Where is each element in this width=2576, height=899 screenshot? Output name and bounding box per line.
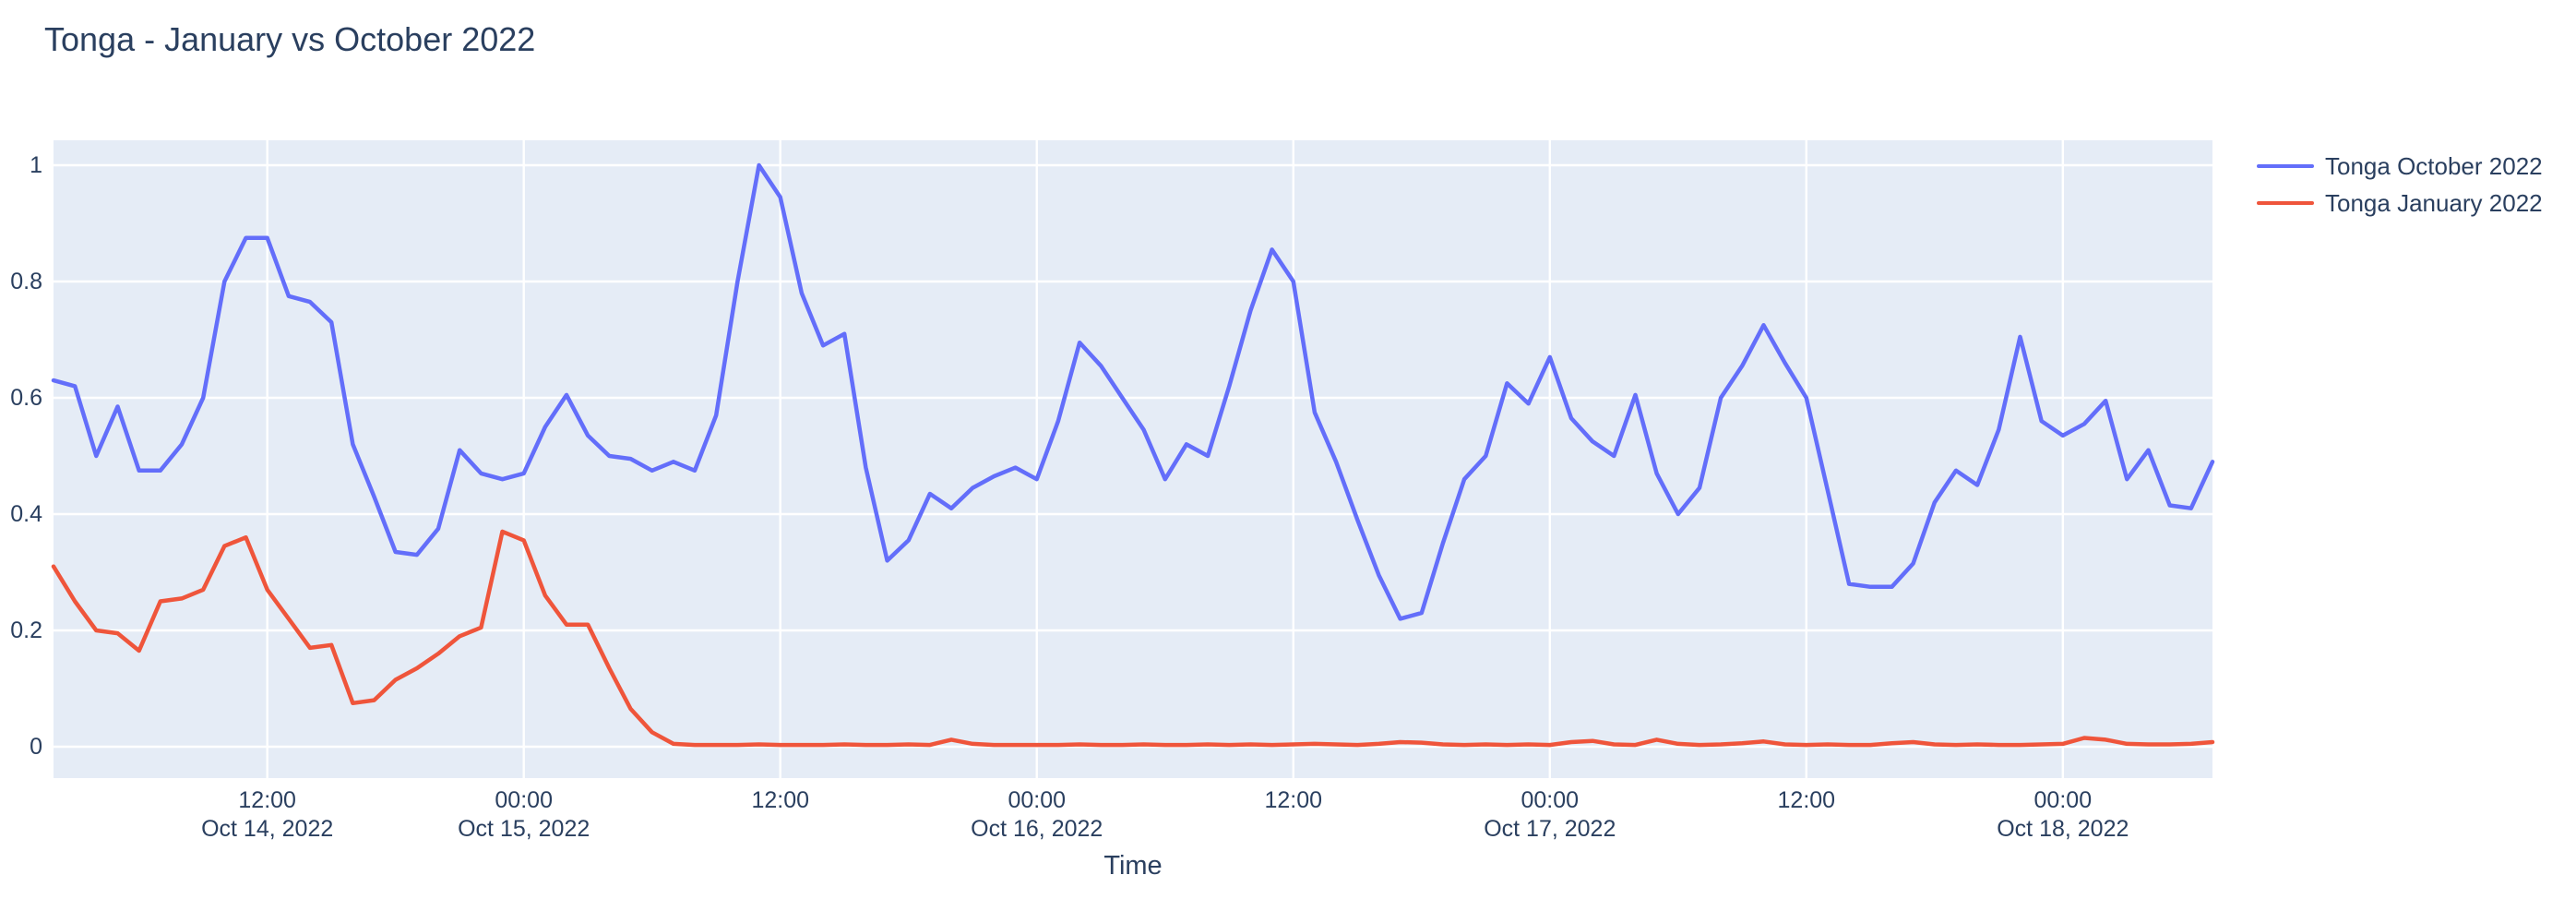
x-tick-label: 00:00 Oct 15, 2022	[432, 786, 616, 844]
x-tick-time: 00:00	[1521, 787, 1580, 813]
x-axis-title: Time	[1103, 851, 1163, 881]
y-tick-label: 1	[30, 152, 42, 178]
x-tick-time: 12:00	[238, 787, 296, 813]
legend-line-swatch	[2257, 163, 2314, 169]
x-tick-time: 00:00	[495, 787, 553, 813]
series-line-tonga-october-2022[interactable]	[51, 162, 2215, 621]
x-tick-date: Oct 14, 2022	[201, 816, 334, 842]
x-tick-date: Oct 15, 2022	[458, 816, 590, 842]
legend-line-swatch	[2257, 200, 2314, 206]
x-tick-time: 00:00	[1008, 787, 1067, 813]
x-tick-label: 00:00 Oct 18, 2022	[1971, 786, 2155, 844]
x-tick-date: Oct 17, 2022	[1484, 816, 1616, 842]
x-tick-label: 00:00 Oct 17, 2022	[1458, 786, 1642, 844]
chart-title: Tonga - January vs October 2022	[44, 20, 536, 58]
legend: Tonga October 2022 Tonga January 2022	[2257, 148, 2543, 222]
x-tick-date: Oct 16, 2022	[971, 816, 1103, 842]
y-tick-label: 0.2	[10, 617, 42, 643]
y-tick-label: 0.6	[10, 385, 42, 411]
series-line-tonga-january-2022[interactable]	[51, 529, 2215, 748]
x-tick-label: 12:00	[688, 786, 873, 815]
plot-background[interactable]	[54, 140, 2212, 778]
y-tick-label: 0.4	[10, 501, 42, 527]
x-tick-time: 00:00	[2033, 787, 2093, 813]
legend-item-tonga-january-2022[interactable]: Tonga January 2022	[2257, 185, 2543, 222]
legend-item-label: Tonga October 2022	[2325, 151, 2543, 180]
x-tick-label: 12:00 Oct 14, 2022	[175, 786, 360, 844]
x-tick-time: 12:00	[1777, 787, 1836, 813]
y-tick-label: 0.8	[10, 269, 42, 294]
x-tick-time: 12:00	[1264, 787, 1323, 813]
legend-item-tonga-october-2022[interactable]: Tonga October 2022	[2257, 148, 2543, 185]
x-tick-date: Oct 18, 2022	[1997, 816, 2129, 842]
x-tick-label: 12:00	[1714, 786, 1899, 815]
legend-item-label: Tonga January 2022	[2325, 188, 2543, 217]
x-tick-time: 12:00	[751, 787, 809, 813]
y-tick-label: 0	[30, 734, 42, 760]
x-tick-label: 12:00	[1201, 786, 1386, 815]
x-tick-label: 00:00 Oct 16, 2022	[945, 786, 1129, 844]
